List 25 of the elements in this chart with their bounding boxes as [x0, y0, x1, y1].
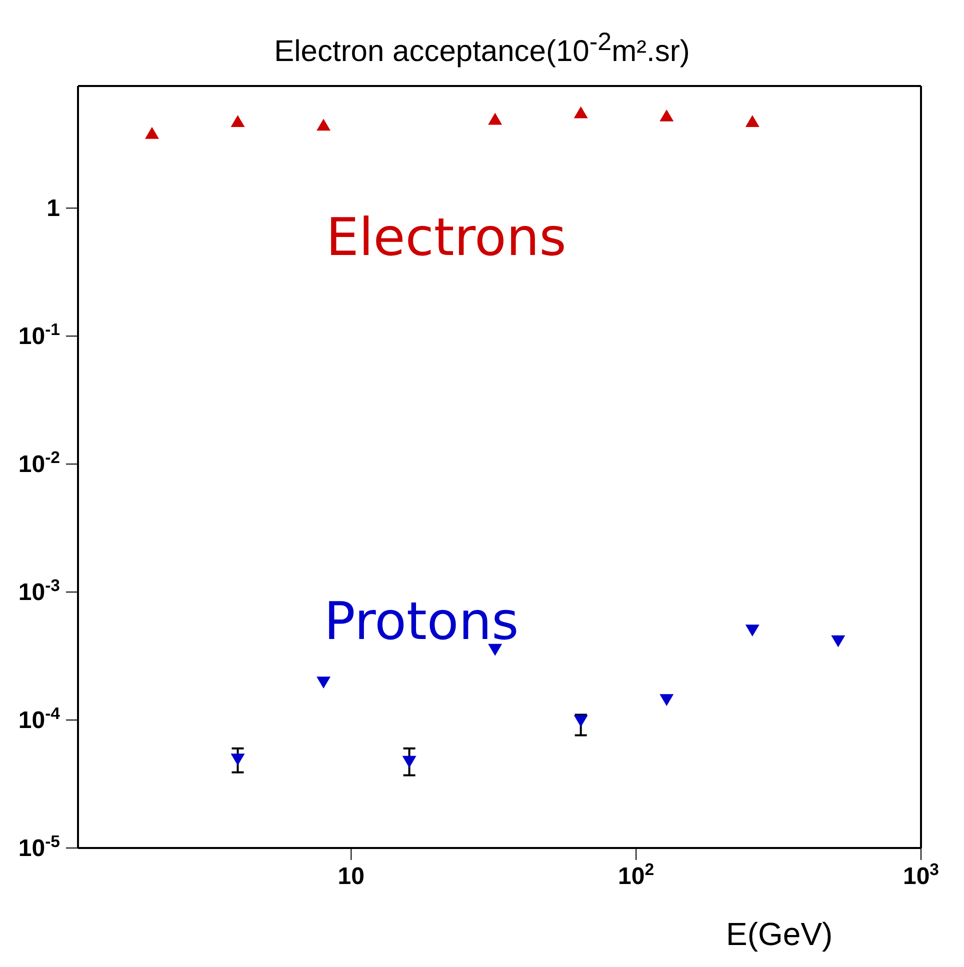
point [745, 115, 760, 128]
point [488, 112, 502, 125]
point [488, 644, 502, 656]
point [745, 624, 760, 636]
point [660, 694, 674, 706]
y-tick-label: 10$^{-4}$ [18, 704, 61, 734]
x-tick-label: 10$^{3}$ [902, 860, 940, 890]
y-tick-label: 10$^{-5}$ [18, 832, 60, 862]
y-tick-label: 10$^{-1}$ [18, 320, 60, 350]
x-tick-label: 10 [338, 863, 364, 890]
point [831, 635, 846, 648]
series-label: Protons [324, 592, 519, 652]
point [574, 715, 588, 728]
series-label: Electrons [326, 208, 566, 268]
x-axis-title: E(GeV) [726, 916, 833, 953]
point [574, 106, 588, 118]
y-tick-label: 10$^{-2}$ [18, 448, 60, 478]
y-tick-label: 1 [46, 195, 60, 222]
point [402, 756, 416, 768]
point [230, 754, 245, 766]
point [316, 676, 331, 688]
x-tick-label: 10$^{2}$ [618, 860, 654, 890]
y-tick-label: 10$^{-3}$ [18, 576, 60, 606]
point [660, 109, 674, 122]
chart-title: Electron acceptance(10$^{-2}$m².sr) [273, 28, 691, 69]
